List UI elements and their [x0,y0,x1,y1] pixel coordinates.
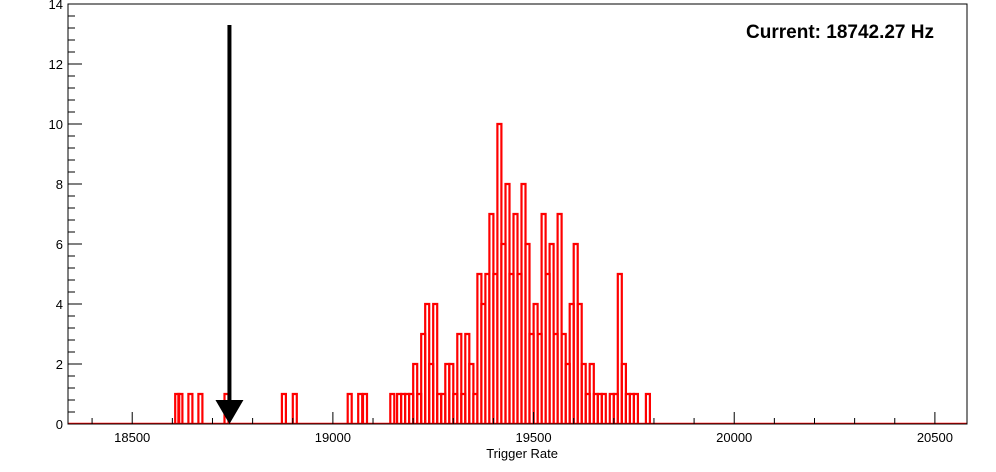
x-tick-label: 19000 [315,430,351,445]
histogram-bin [556,212,563,424]
y-axis: 0 2 4 6 8 10 12 14 [49,0,82,432]
histogram-bin [346,392,353,424]
histogram-bin [632,392,639,424]
y-tick-label: 8 [56,177,63,192]
x-tick-label: 18500 [114,430,150,445]
y-tick-label: 4 [56,297,63,312]
y-tick-label: 14 [49,0,63,12]
y-tick-label: 2 [56,357,63,372]
histogram-bin [644,392,651,424]
histogram-layer [68,122,967,425]
y-tick-label: 12 [49,57,63,72]
x-axis-title: Trigger Rate [486,446,558,461]
x-tick-label: 20000 [716,430,752,445]
marker-arrowhead [215,400,244,424]
y-tick-label: 10 [49,117,63,132]
histogram-bin [177,392,184,424]
y-tick-label: 0 [56,417,63,432]
histogram-bin [600,392,607,424]
histogram-bin [456,332,463,424]
plot-frame [67,3,968,425]
x-axis: 18500 19000 19500 20000 20500 [91,412,953,445]
current-rate-annotation: Current: 18742.27 Hz [746,22,934,43]
histogram-bin [389,392,396,424]
histogram-bin [432,302,439,424]
x-tick-label: 20500 [917,430,953,445]
histogram-bin [197,392,204,424]
y-tick-label: 6 [56,237,63,252]
histogram-bin [616,272,623,424]
current-rate-marker [215,25,244,424]
histogram-bin [291,392,298,424]
histogram-bin [357,392,364,424]
histogram-bin [187,392,194,424]
x-tick-label: 19500 [515,430,551,445]
histogram-bin [361,392,369,424]
histogram-bin [280,392,287,424]
